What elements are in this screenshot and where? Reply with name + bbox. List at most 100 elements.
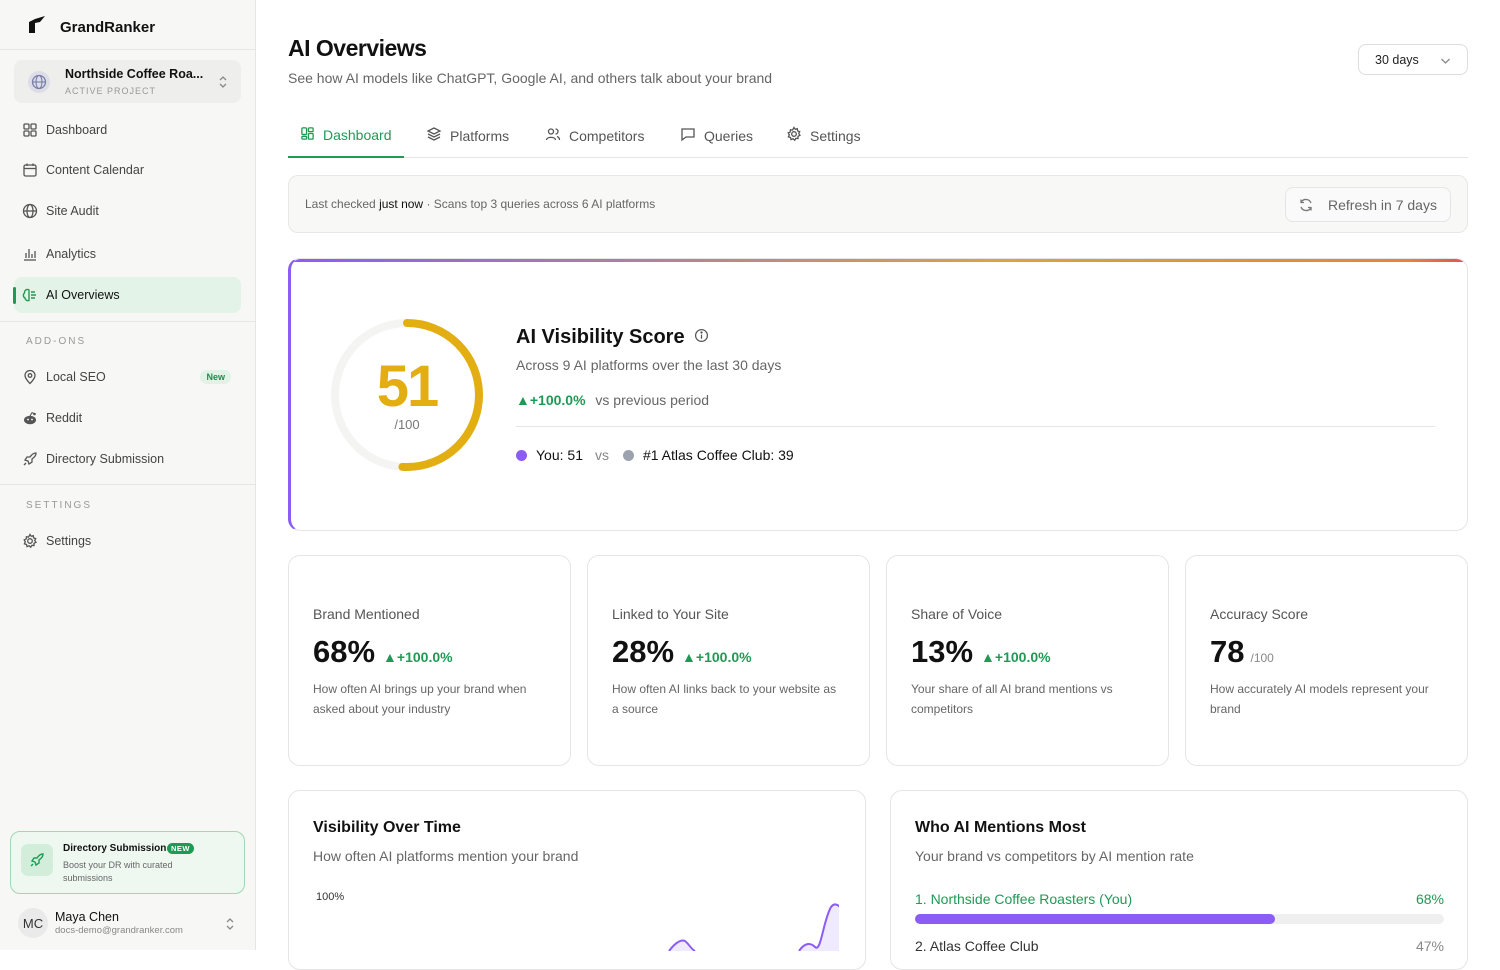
users-icon [545,126,561,145]
tab-label: Dashboard [323,126,392,143]
ranking-row[interactable]: 1. Northside Coffee Roasters (You) 68% [915,891,1444,907]
gradient-accent-bar [291,259,1467,262]
sidebar-item-content-calendar[interactable]: Content Calendar [14,152,241,188]
last-checked-time: just now [379,197,424,211]
project-name: Northside Coffee Roa... [65,67,204,81]
tab-label: Settings [810,127,861,144]
metric-description: Your share of all AI brand mentions vs c… [911,682,1113,716]
sidebar-item-label: Settings [46,534,92,548]
you-score: You: 51 [536,447,583,463]
score-title: AI Visibility Score [516,326,709,349]
metric-value: 13% [911,634,974,669]
sidebar-item-reddit[interactable]: Reddit [14,400,241,436]
metric-delta: ▲+100.0% [383,649,453,665]
panel-subtitle: Your brand vs competitors by AI mention … [915,848,1194,864]
sidebar-item-site-audit[interactable]: Site Audit [14,193,241,229]
refresh-button[interactable]: Refresh in 7 days [1285,187,1451,222]
brand[interactable]: GrandRanker [26,14,155,41]
ranking-name: 1. Northside Coffee Roasters (You) [915,891,1133,907]
page-subtitle: See how AI models like ChatGPT, Google A… [288,70,773,86]
sidebar-item-analytics[interactable]: Analytics [14,236,241,272]
metric-value: 78 [1210,634,1245,669]
visibility-over-time-panel: Visibility Over Time How often AI platfo… [288,790,866,970]
avatar: MC [18,908,48,938]
tab-competitors[interactable]: Competitors [545,113,644,158]
globe-icon [22,203,38,219]
sidebar-item-dashboard[interactable]: Dashboard [14,112,241,148]
panel-title: Who AI Mentions Most [915,819,1086,836]
metric-value: 68% [313,634,376,669]
sidebar-item-label: Content Calendar [46,163,144,177]
metric-delta-value: +100.0% [695,649,752,665]
refresh-label: Refresh in 7 days [1328,197,1437,213]
sidebar-item-label: Analytics [46,247,97,261]
tab-queries[interactable]: Queries [680,113,753,158]
app-name: GrandRanker [60,19,156,36]
metric-value-row: 28% ▲+100.0% [612,634,752,670]
metric-label: Accuracy Score [1210,606,1309,622]
tab-platforms[interactable]: Platforms [426,113,509,158]
ai-brain-icon [22,287,38,303]
globe-icon [28,71,50,93]
last-checked-prefix: Last checked [305,197,376,211]
user-email: docs-demo@grandranker.com [55,925,183,936]
grid-icon [300,126,315,144]
reddit-icon [22,410,38,426]
who-ai-mentions-panel: Who AI Mentions Most Your brand vs compe… [890,790,1468,970]
project-switcher[interactable]: Northside Coffee Roa... ACTIVE PROJECT [14,60,241,103]
metric-card-linked-to-site: Linked to Your Site 28% ▲+100.0% How oft… [587,555,870,766]
score-delta: ▲+100.0% vs previous period [516,392,709,408]
tab-bar: Dashboard Platforms Competitors Queries … [288,113,1468,158]
metric-value-row: 78 /100 [1210,634,1274,670]
metric-card-share-of-voice: Share of Voice 13% ▲+100.0% Your share o… [886,555,1169,766]
message-icon [680,126,696,145]
user-name: Maya Chen [55,910,119,924]
metric-description: How often AI links back to your website … [612,682,837,716]
sidebar-item-label: Reddit [46,411,83,425]
section-label-addons: ADD-ONS [26,336,87,347]
metric-delta-value: +100.0% [994,649,1051,665]
sidebar-item-label: Directory Submission [46,452,165,466]
metric-delta: ▲+100.0% [981,649,1051,665]
user-menu[interactable]: MC Maya Chen docs-demo@grandranker.com [18,906,248,942]
gear-icon [786,126,802,145]
map-pin-icon [22,369,38,385]
sidebar-item-ai-overviews[interactable]: AI Overviews [13,277,241,313]
visibility-line-chart [668,903,839,951]
y-axis-max-label: 100% [316,891,345,903]
chevron-down-icon [1440,54,1451,68]
info-icon[interactable] [694,326,709,349]
date-range-value: 30 days [1375,53,1419,67]
chevron-up-down-icon [217,74,229,95]
promo-title: Directory Submission [63,843,167,854]
sidebar-item-label: Dashboard [46,123,108,137]
grid-icon [22,122,38,138]
metric-card-brand-mentioned: Brand Mentioned 68% ▲+100.0% How often A… [288,555,571,766]
page-title: AI Overviews [288,35,427,61]
new-badge: NEW [167,843,194,854]
tab-dashboard[interactable]: Dashboard [288,113,404,158]
directory-submission-promo[interactable]: Directory Submission NEW Boost your DR w… [10,831,245,894]
sidebar-item-directory-submission[interactable]: Directory Submission [14,441,241,477]
vs-label: vs [594,447,609,463]
ranking-value: 68% [1415,891,1444,907]
sidebar-item-local-seo[interactable]: Local SEO New [14,359,241,395]
project-label: ACTIVE PROJECT [65,86,157,96]
tab-settings[interactable]: Settings [786,113,861,158]
refresh-icon [1298,197,1314,216]
ranking-row[interactable]: 2. Atlas Coffee Club 47% [915,938,1444,954]
competitor-score: #1 Atlas Coffee Club: 39 [642,447,794,463]
score-subtitle: Across 9 AI platforms over the last 30 d… [516,357,782,373]
metric-card-accuracy-score: Accuracy Score 78 /100 How accurately AI… [1185,555,1468,766]
sidebar-item-label: Local SEO [46,370,106,384]
metric-suffix: /100 [1250,651,1274,665]
last-checked-text: Last checked just now · Scans top 3 quer… [305,197,655,211]
sidebar-item-settings[interactable]: Settings [14,523,241,559]
tab-label: Queries [704,127,754,144]
divider [0,484,255,485]
metric-label: Linked to Your Site [612,606,729,622]
ranking-bar-fill [915,914,1275,924]
new-badge: New [200,370,231,384]
date-range-select[interactable]: 30 days [1358,44,1468,75]
tab-label: Platforms [450,127,510,144]
